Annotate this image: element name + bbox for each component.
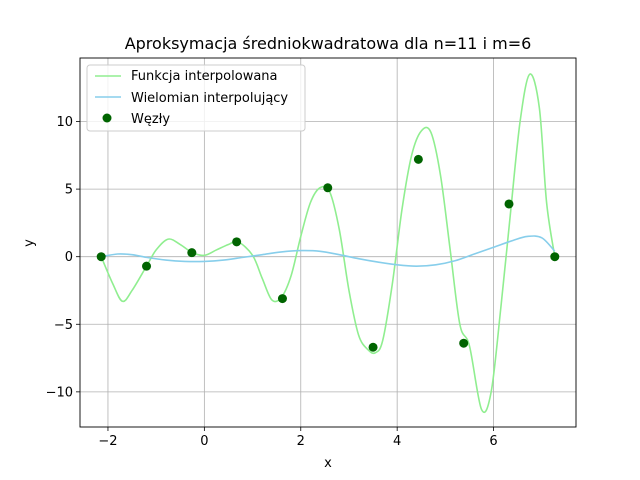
x-tick-label: −2 xyxy=(98,434,117,449)
node-point xyxy=(413,154,423,164)
node-point xyxy=(323,183,333,193)
y-tick-label: 10 xyxy=(56,115,73,130)
node-point xyxy=(550,252,560,262)
chart-title: Aproksymacja średniokwadratowa dla n=11 … xyxy=(125,34,532,53)
node-point xyxy=(368,342,378,352)
x-tick-label: 6 xyxy=(489,434,497,449)
node-point xyxy=(459,338,469,348)
legend-swatch-nodes xyxy=(102,113,112,123)
y-tick-label: −10 xyxy=(46,385,73,400)
y-tick-label: −5 xyxy=(54,318,73,333)
legend-label-nodes: Węzły xyxy=(131,112,170,127)
x-ticks: −2 0 2 4 6 xyxy=(98,427,498,449)
node-point xyxy=(232,237,242,247)
legend: Funkcja interpolowana Wielomian interpol… xyxy=(86,64,306,132)
plot-frame xyxy=(79,57,577,428)
node-point xyxy=(277,294,287,304)
legend-label-function: Funkcja interpolowana xyxy=(131,69,278,84)
node-point xyxy=(504,199,514,209)
y-tick-label: 5 xyxy=(65,183,73,198)
y-axis-label: y xyxy=(22,239,37,247)
legend-label-polynomial: Wielomian interpolujący xyxy=(131,91,288,106)
x-axis-label: x xyxy=(324,456,332,471)
legend-box xyxy=(86,64,306,132)
node-point xyxy=(187,248,197,258)
y-tick-label: 0 xyxy=(65,250,73,265)
x-tick-label: 2 xyxy=(297,434,305,449)
series-layer xyxy=(96,73,560,414)
polynomial-curve xyxy=(101,235,556,267)
node-point xyxy=(142,261,152,271)
node-point xyxy=(96,252,106,262)
y-ticks: −10 −5 0 5 10 xyxy=(46,115,80,400)
x-tick-label: 4 xyxy=(393,434,401,449)
x-tick-label: 0 xyxy=(200,434,208,449)
